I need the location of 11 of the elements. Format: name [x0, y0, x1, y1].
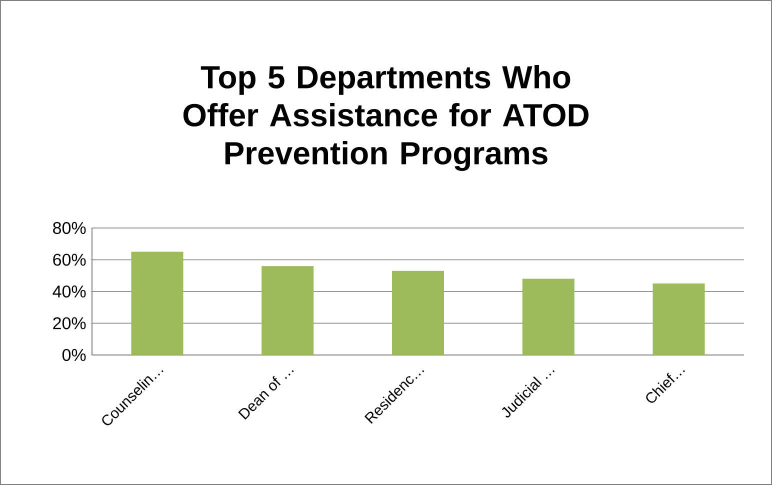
bar — [392, 270, 444, 355]
bar — [262, 266, 314, 355]
y-tick-label: 80% — [53, 222, 86, 234]
chart-title: Top 5 Departments Who Offer Assistance for ATOD Prevention Programs — [183, 65, 589, 171]
bar — [131, 252, 184, 355]
y-tick-label: 0% — [62, 348, 86, 362]
bar — [522, 278, 574, 355]
y-tick-label: 40% — [52, 285, 86, 298]
y-tick-label: 60% — [53, 254, 86, 266]
y-tick-label: 20% — [53, 317, 86, 330]
bar — [652, 284, 705, 355]
